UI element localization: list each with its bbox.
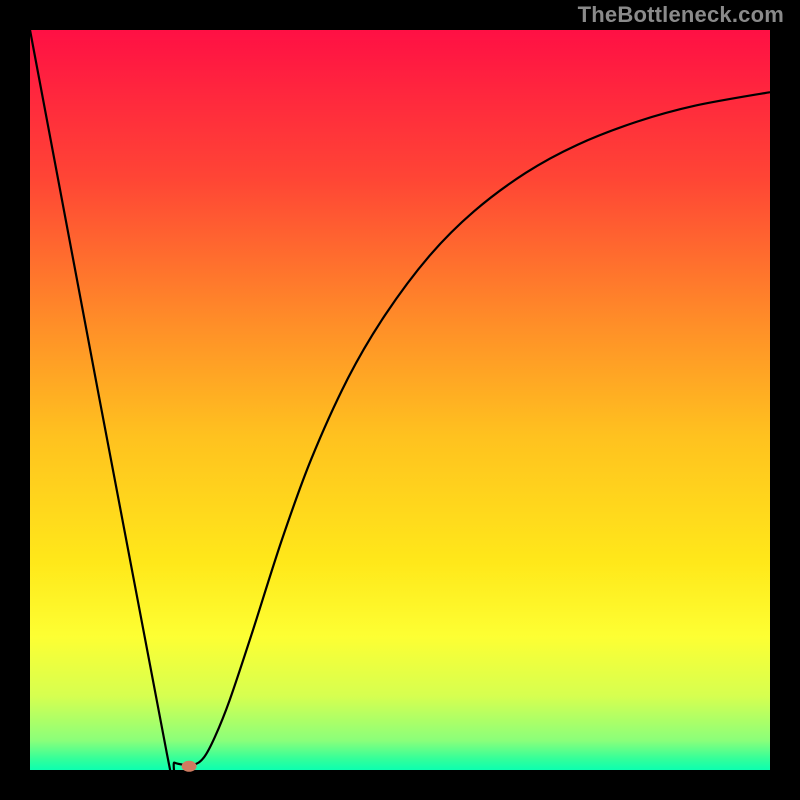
chart-frame: TheBottleneck.com — [0, 0, 800, 800]
optimal-point-marker — [182, 761, 196, 771]
bottleneck-chart — [0, 0, 800, 800]
gradient-background — [30, 30, 770, 770]
